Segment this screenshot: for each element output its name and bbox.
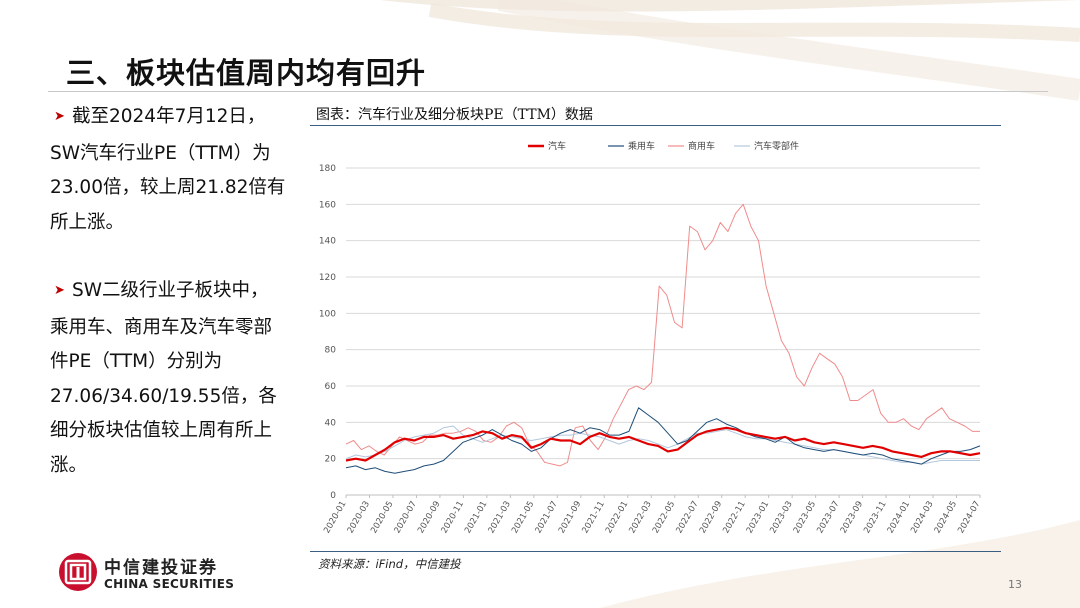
arrow-bullet-icon: ➤ <box>54 109 65 124</box>
x-tick-label: 2024-03 <box>909 500 935 536</box>
x-tick-label: 2022-01 <box>604 500 630 536</box>
x-tick-label: 2024-07 <box>956 500 982 536</box>
bullet-text: 截至2024年7月12日，SW汽车行业PE（TTM）为23.00倍，较上周21.… <box>50 106 286 233</box>
x-tick-label: 2020-05 <box>369 500 395 536</box>
y-tick-label: 0 <box>330 491 336 501</box>
series-line-2 <box>345 203 980 467</box>
x-tick-label: 2022-05 <box>651 500 677 536</box>
series-line-1 <box>345 407 981 474</box>
page-number: 13 <box>1008 578 1022 591</box>
y-tick-label: 100 <box>319 309 336 319</box>
logo-chinese-name: 中信建投证券 <box>104 558 218 578</box>
y-tick-label: 40 <box>325 418 337 428</box>
x-tick-label: 2021-09 <box>557 500 583 536</box>
x-tick-label: 2022-07 <box>674 500 700 536</box>
arrow-bullet-icon: ➤ <box>54 283 65 298</box>
series-line-3 <box>345 425 980 465</box>
x-tick-label: 2021-03 <box>487 500 513 536</box>
x-tick-label: 2020-09 <box>416 500 442 536</box>
x-tick-label: 2022-11 <box>721 500 747 536</box>
x-tick-label: 2022-03 <box>627 500 653 536</box>
x-tick-label: 2024-05 <box>933 500 959 536</box>
y-tick-label: 60 <box>325 382 337 392</box>
y-tick-label: 20 <box>325 455 337 465</box>
x-tick-label: 2023-11 <box>862 500 888 536</box>
y-tick-label: 120 <box>319 273 336 283</box>
logo-english-name: CHINA SECURITIES <box>104 577 235 591</box>
y-tick-label: 140 <box>319 237 336 247</box>
y-tick-label: 180 <box>319 164 336 174</box>
y-tick-label: 80 <box>325 346 337 356</box>
x-tick-label: 2020-03 <box>346 500 372 536</box>
x-tick-label: 2023-05 <box>792 500 818 536</box>
source-note: 资料来源：iFind，中信建投 <box>318 557 461 571</box>
chart-title: 图表：汽车行业及细分板块PE（TTM）数据 <box>316 107 593 123</box>
x-tick-label: 2024-01 <box>886 500 912 536</box>
legend-label: 乘用车 <box>628 140 655 152</box>
bullet-list: ➤ 截至2024年7月12日，SW汽车行业PE（TTM）为23.00倍，较上周21… <box>50 100 286 483</box>
y-tick-label: 160 <box>319 200 336 210</box>
x-tick-label: 2023-03 <box>768 500 794 536</box>
x-tick-label: 2021-07 <box>534 500 560 536</box>
series-line-0 <box>345 426 981 462</box>
x-tick-label: 2021-01 <box>463 500 489 536</box>
x-tick-label: 2023-01 <box>745 500 771 536</box>
legend-label: 汽车 <box>548 140 566 152</box>
bullet-text: SW二级行业子板块中，乘用车、商用车及汽车零部件PE（TTM）分别为27.06/… <box>50 280 277 476</box>
company-logo: 中信建投证券 CHINA SECURITIES <box>58 550 308 600</box>
x-tick-label: 2021-05 <box>510 500 536 536</box>
legend-label: 汽车零部件 <box>754 140 799 152</box>
legend-label: 商用车 <box>688 140 715 152</box>
x-tick-label: 2023-07 <box>815 500 841 536</box>
x-tick-label: 2023-09 <box>839 500 865 536</box>
slide-title: 三、板块估值周内均有回升 <box>66 56 427 90</box>
pe-line-chart: 0204060801001201401601802020-012020-0320… <box>319 140 983 536</box>
title-divider <box>48 91 1048 92</box>
x-tick-label: 2021-11 <box>580 500 606 536</box>
citic-emblem-icon <box>59 553 97 591</box>
bullet-item: ➤ 截至2024年7月12日，SW汽车行业PE（TTM）为23.00倍，较上周21… <box>50 100 286 240</box>
x-tick-label: 2020-11 <box>440 500 466 536</box>
chart-title-divider <box>310 125 1001 126</box>
x-tick-label: 2022-09 <box>698 500 724 536</box>
x-tick-label: 2020-01 <box>322 500 348 536</box>
bullet-item: ➤ SW二级行业子板块中，乘用车、商用车及汽车零部件PE（TTM）分别为27.06… <box>50 274 286 483</box>
chart-bottom-divider <box>310 551 1001 552</box>
x-tick-label: 2020-07 <box>393 500 419 536</box>
